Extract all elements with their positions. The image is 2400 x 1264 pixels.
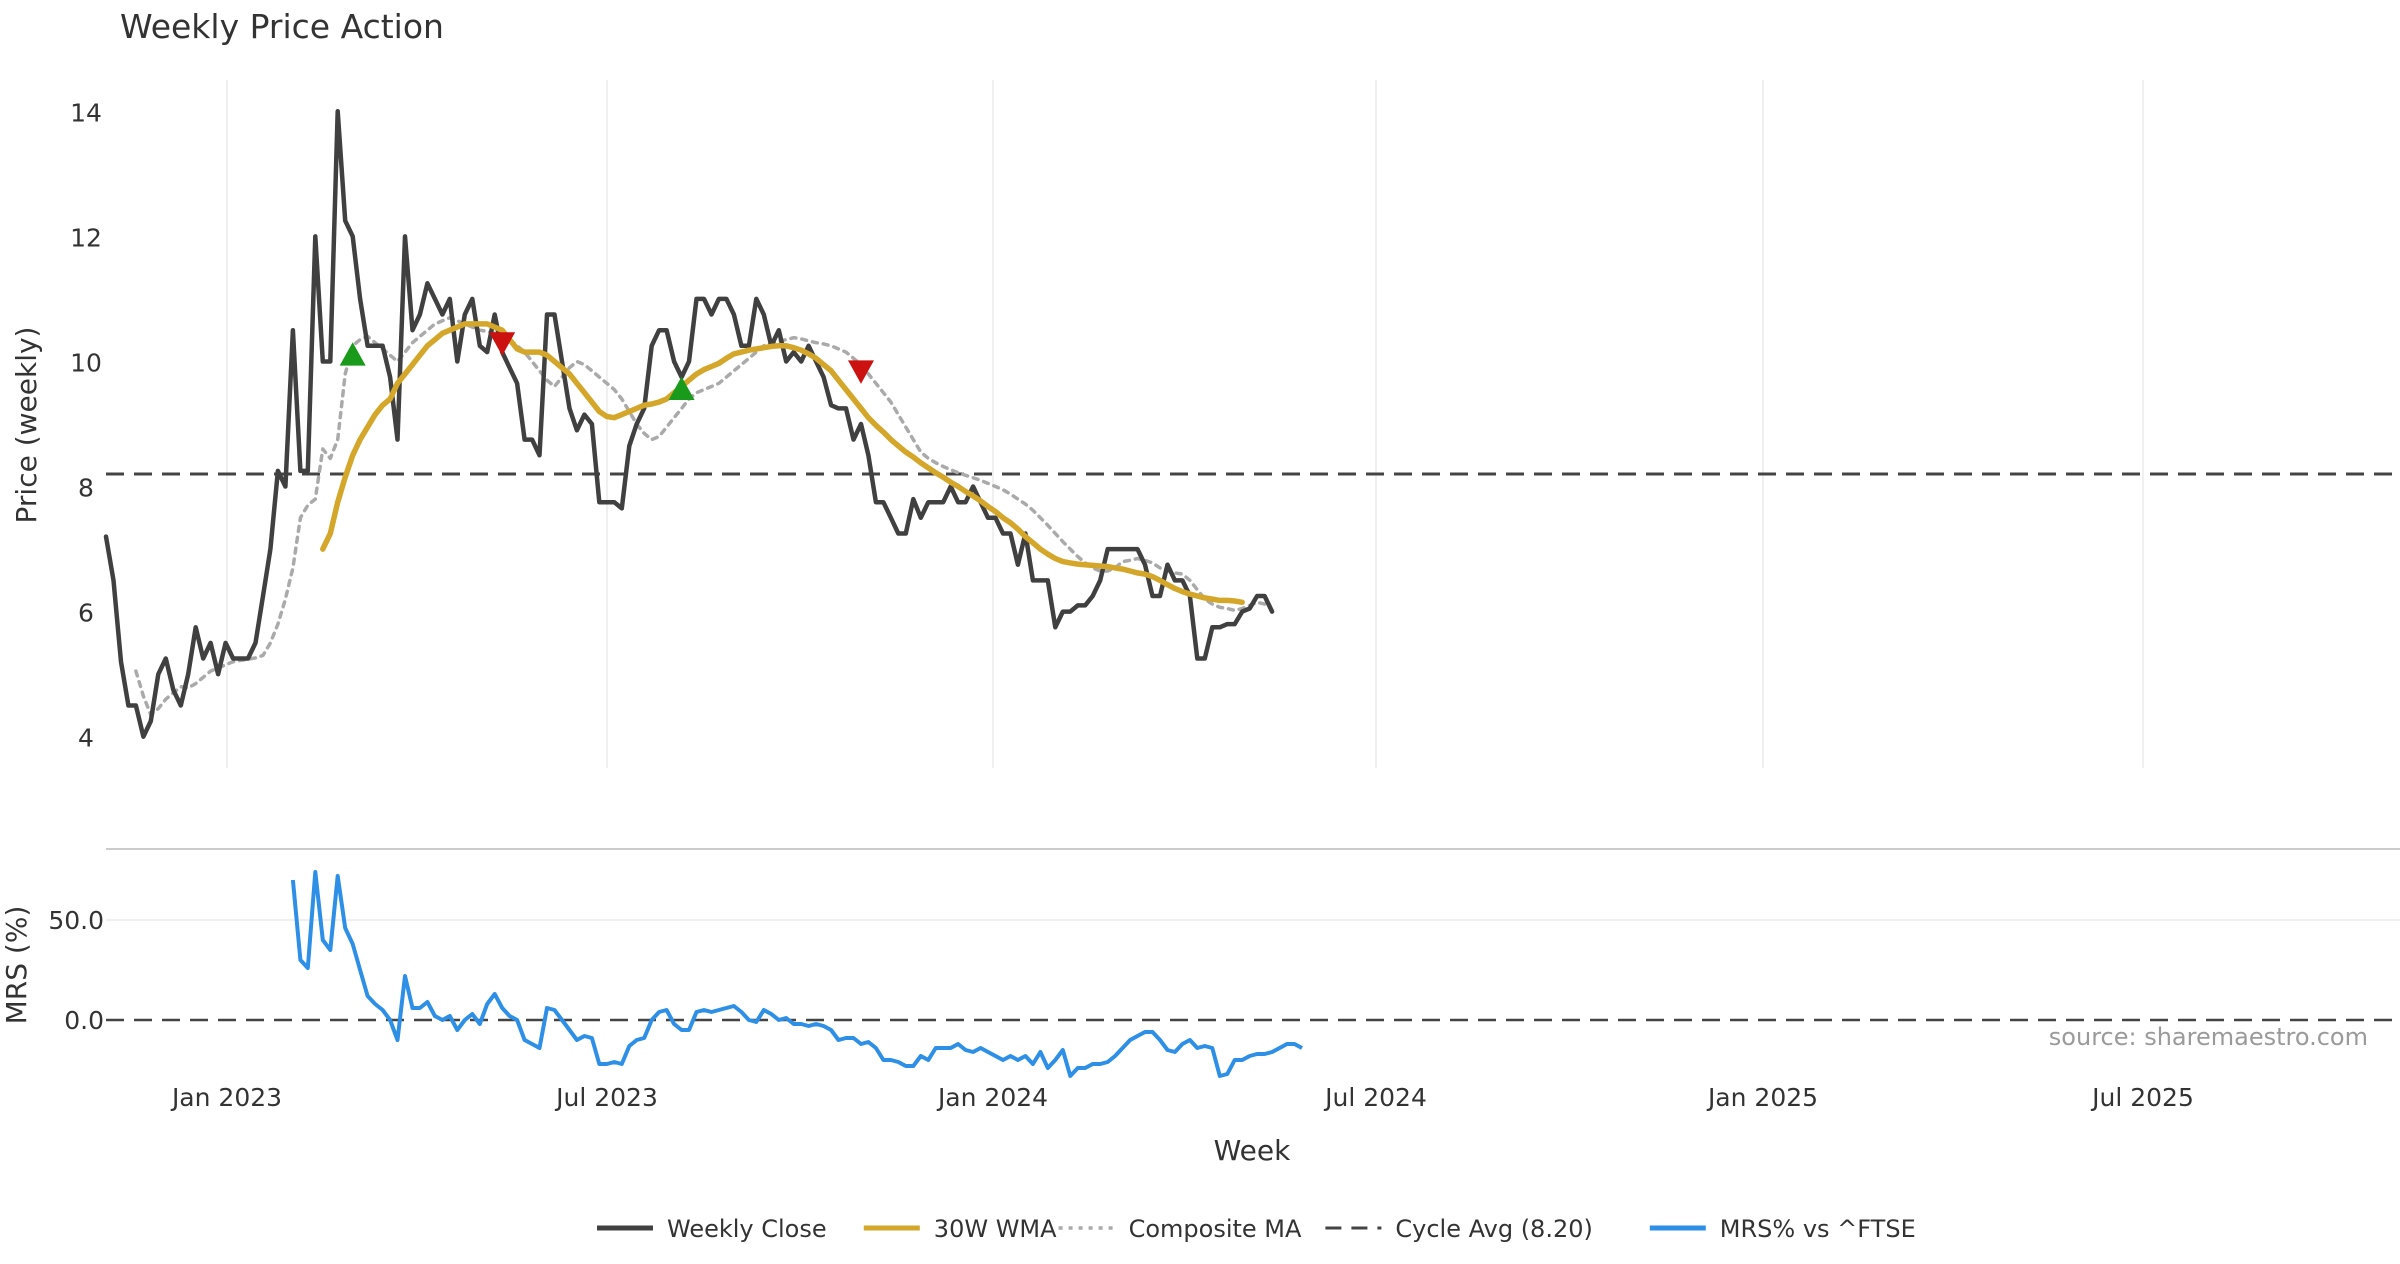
series-composite-ma [134,315,1267,717]
mrs-y-tick-label: 50.0 [48,906,104,935]
price-y-tick-label: 12 [70,223,102,252]
price-y-tick-label: 14 [70,98,102,127]
price-grid [226,80,2144,768]
series-30w-wma [320,321,1245,606]
buy-signal-marker [668,376,695,400]
series-mrs-vs-ftse [290,870,1303,1078]
watermark-text: source: sharemaestro.com [2049,1023,2368,1051]
reference-lines [106,472,2400,1022]
legend: Weekly Close 30W WMA Composite MA Cycle Avg… [597,1215,1916,1243]
x-axis-label: Week [1214,1134,1291,1167]
series-weekly-close [103,109,1275,739]
x-tick-label: Jan 2024 [936,1083,1048,1112]
price-y-tick-label: 4 [78,724,94,753]
sell-signal-marker [489,332,516,356]
price-y-tick-label: 10 [70,348,102,377]
price-y-ticks: 4 6 8 10 12 14 [70,98,102,752]
mrs-y-axis-label: MRS (%) [0,906,33,1025]
buy-signal-marker [339,342,366,366]
legend-label: MRS% vs ^FTSE [1720,1215,1916,1243]
chart-title: Weekly Price Action [120,7,444,46]
x-tick-label: Jul 2023 [554,1083,658,1112]
mrs-y-tick-label: 0.0 [64,1006,104,1035]
x-tick-label: Jul 2024 [1323,1083,1427,1112]
legend-label: Cycle Avg (8.20) [1395,1215,1592,1243]
signal-markers [339,332,874,400]
mrs-y-ticks: 50.0 0.0 [48,906,104,1035]
x-axis-ticks: Jan 2023 Jul 2023 Jan 2024 Jul 2024 Jan 2025… [170,1083,2194,1112]
price-y-tick-label: 8 [78,474,94,503]
sell-signal-marker [847,360,874,384]
price-y-tick-label: 6 [78,599,94,628]
x-tick-label: Jan 2025 [1706,1083,1818,1112]
legend-label: Weekly Close [667,1215,827,1243]
x-tick-label: Jul 2025 [2090,1083,2194,1112]
legend-label: 30W WMA [934,1215,1057,1243]
price-y-axis-label: Price (weekly) [10,327,43,524]
series-layer [103,109,1303,1078]
legend-label: Composite MA [1129,1215,1302,1243]
x-tick-label: Jan 2023 [170,1083,282,1112]
